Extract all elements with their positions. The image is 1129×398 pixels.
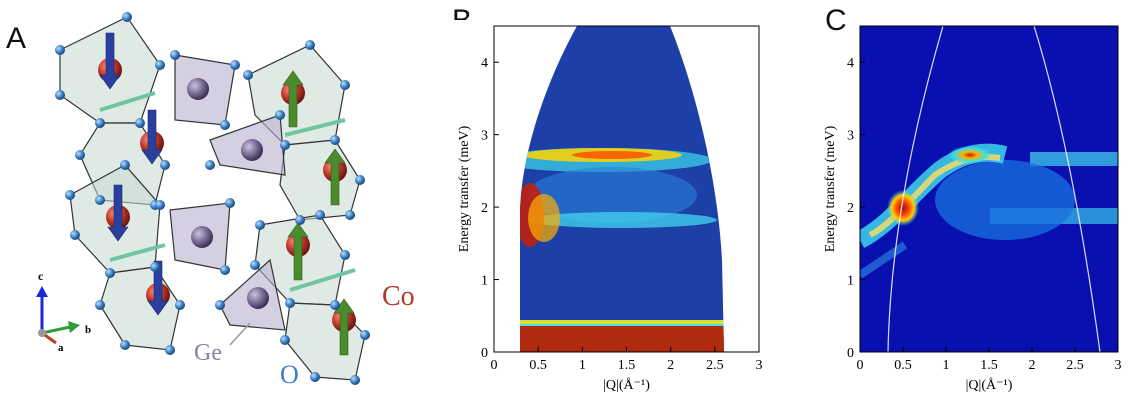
label-o: O: [280, 360, 299, 389]
spin-arrows-up: [282, 70, 355, 356]
chart-b-xlabel: |Q|(Å⁻¹): [603, 377, 650, 393]
chart-c-ytick-label: 3: [847, 129, 854, 144]
chart-b: 0 0.5 1 1.5 2 2.5 3 0 1 2 3 4 |Q|(Å⁻¹) Energy transfe…: [452, 20, 782, 398]
spin-arrows-down: [99, 32, 169, 316]
chart-b-ylabel: Energy transfer (meV): [457, 125, 472, 252]
chart-c-xtick-label: 1: [943, 358, 950, 373]
chart-c-xtick-label: 2: [1029, 358, 1036, 373]
panel-a-letter: A: [6, 22, 27, 55]
chart-b-xtick-label: 1.5: [618, 358, 636, 373]
chart-b-ytick-label: 4: [481, 56, 488, 71]
chart-b-ytick-label: 1: [481, 274, 488, 289]
o-atoms: [55, 12, 370, 385]
chart-c-xtick-label: 0.5: [894, 358, 912, 373]
chart-b-xtick-label: 0.5: [529, 358, 547, 373]
chart-c-xtick-label: 0: [857, 358, 864, 373]
crystal-structure: c a b Co Ge O: [36, 12, 415, 389]
chart-c-ytick-label: 0: [847, 346, 854, 361]
label-co: Co: [382, 281, 415, 312]
chart-b-xtick-label: 2.5: [706, 358, 724, 373]
heatmap-c: [859, 25, 1119, 353]
chart-b-ytick-label: 2: [481, 201, 488, 216]
panel-c-letter: C: [825, 4, 847, 37]
ge-pointer: [229, 322, 251, 346]
axis-label-a: a: [58, 342, 64, 354]
chart-c-xtick-label: 2.5: [1066, 358, 1084, 373]
axis-label-c: c: [38, 269, 44, 283]
label-ge: Ge: [194, 340, 222, 366]
chart-b-xtick-label: 0: [491, 358, 498, 373]
heatmap-b: [452, 20, 782, 398]
chart-c-ytick-label: 1: [847, 274, 854, 289]
axes-triad: c a b: [36, 269, 91, 354]
ge-atoms: [187, 78, 269, 309]
chart-b-xtick-label: 2: [667, 358, 674, 373]
chart-c: 0 0.5 1 1.5 2 2.5 3 0 1 2 3 4 |Q|(Å⁻¹) Energy transfe…: [823, 25, 1122, 393]
axis-label-b: b: [85, 324, 91, 336]
chart-b-ytick-label: 0: [481, 346, 488, 361]
chart-c-xtick-label: 1.5: [980, 358, 998, 373]
chart-b-ytick-label: 3: [481, 129, 488, 144]
chart-b-xtick-label: 3: [756, 358, 763, 373]
chart-b-xtick-label: 1: [579, 358, 586, 373]
bonds: [99, 91, 356, 292]
chart-c-xlabel: |Q|(Å⁻¹): [966, 377, 1013, 393]
chart-c-ytick-label: 4: [847, 56, 854, 71]
chart-c-ylabel: Energy transfer (meV): [823, 125, 838, 252]
chart-c-ytick-label: 2: [847, 201, 854, 216]
chart-c-xtick-label: 3: [1115, 358, 1122, 373]
